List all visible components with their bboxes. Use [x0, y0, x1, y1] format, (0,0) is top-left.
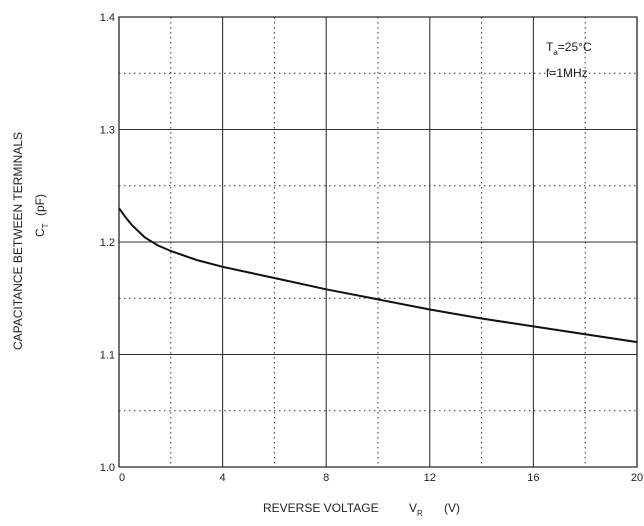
- x-axis-label: REVERSE VOLTAGE VR (V): [263, 501, 460, 518]
- x-tick-label: 8: [323, 472, 329, 484]
- x-tick-label: 20: [631, 472, 643, 484]
- y-tick-label: 1.3: [100, 125, 115, 137]
- x-tick-label: 12: [424, 472, 436, 484]
- y-tick-label: 1.2: [100, 237, 115, 249]
- y-tick-label: 1.0: [100, 462, 115, 474]
- y-tick-label: 1.1: [100, 350, 115, 362]
- series-line-capacitance: [118, 207, 638, 344]
- x-tick-labels: 0 4 8 12 16 20: [119, 472, 643, 484]
- x-tick-label: 16: [527, 472, 539, 484]
- y-tick-label: 1.4: [100, 12, 115, 24]
- y-axis-label: CAPACITANCE BETWEEN TERMINALS: [11, 132, 25, 350]
- plot-frame: [118, 16, 638, 468]
- x-tick-label: 4: [220, 472, 226, 484]
- annotation-temperature: Ta=25°C: [546, 40, 592, 57]
- x-tick-label: 0: [119, 472, 125, 484]
- y-axis-symbol: CT: [33, 223, 50, 237]
- major-grid: [118, 16, 638, 468]
- y-tick-labels: 1.0 1.1 1.2 1.3 1.4: [100, 12, 115, 474]
- y-axis-unit: (pF): [33, 194, 47, 216]
- annotation-frequency: f=1MHz: [546, 66, 588, 80]
